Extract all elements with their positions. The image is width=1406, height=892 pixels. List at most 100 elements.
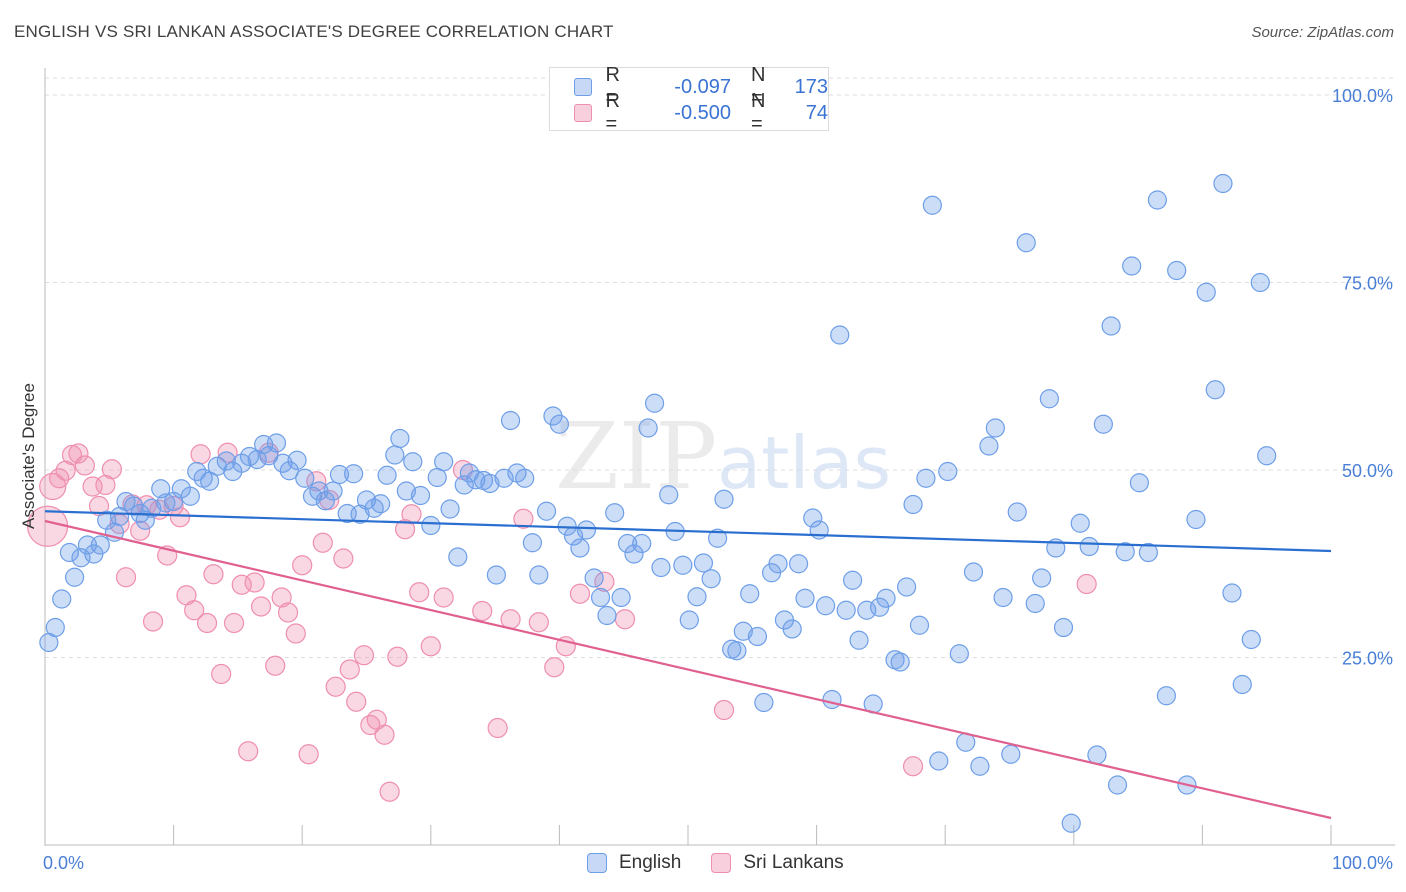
english-point bbox=[651, 557, 671, 578]
series-legend-english[interactable]: English bbox=[587, 852, 681, 874]
english-point bbox=[1250, 272, 1270, 293]
english-point bbox=[315, 491, 335, 511]
english-point bbox=[782, 619, 802, 639]
english-point bbox=[403, 452, 423, 472]
english-point bbox=[1222, 583, 1242, 603]
english-point bbox=[522, 533, 542, 553]
legend-row-english: R = -0.097 N = 173 bbox=[550, 64, 828, 109]
english-point bbox=[59, 542, 80, 563]
sri-lankan-point bbox=[360, 714, 381, 736]
sri-lankan-point bbox=[130, 520, 151, 541]
english-point bbox=[344, 464, 364, 484]
x-tick-label-max: 100.0% bbox=[1332, 853, 1393, 873]
sri-lankan-point bbox=[420, 636, 441, 657]
english-point bbox=[385, 445, 405, 465]
english-point bbox=[584, 568, 604, 588]
sri-lankan-point bbox=[1076, 573, 1097, 595]
english-point bbox=[922, 195, 942, 215]
sri-lankan-point bbox=[333, 548, 354, 569]
english-point bbox=[897, 577, 917, 597]
english-point bbox=[816, 596, 836, 616]
english-point bbox=[916, 468, 936, 488]
english-point bbox=[440, 499, 460, 519]
chart-title: ENGLISH VS SRI LANKAN ASSOCIATE'S DEGREE… bbox=[14, 22, 614, 41]
english-point bbox=[396, 481, 416, 501]
english-point bbox=[1016, 233, 1036, 253]
english-point bbox=[1053, 617, 1074, 638]
legend-n-value-sri-lankans: 74 bbox=[805, 101, 828, 124]
english-point bbox=[822, 689, 842, 710]
english-point bbox=[693, 553, 714, 573]
english-point bbox=[142, 498, 162, 518]
english-point bbox=[287, 450, 307, 470]
english-point bbox=[309, 481, 329, 501]
english-point bbox=[200, 471, 220, 491]
stats-legend: R = -0.097 N = 173 R = -0.500 N = 74 bbox=[549, 64, 829, 135]
y-tick-label-50: 50.0% bbox=[1342, 461, 1393, 481]
sri-lankan-point bbox=[211, 663, 232, 685]
legend-r-value-english: -0.097 bbox=[674, 75, 731, 98]
sri-lankan-point bbox=[409, 582, 430, 603]
english-point bbox=[295, 468, 315, 488]
english-point bbox=[788, 554, 809, 574]
watermark-zip: ZIP bbox=[555, 403, 717, 510]
legend-n-label: N = bbox=[751, 64, 766, 109]
sri-lankan-point bbox=[265, 655, 286, 676]
sri-lankan-point bbox=[387, 646, 408, 667]
english-point bbox=[529, 565, 549, 585]
english-point bbox=[1147, 190, 1167, 210]
english-point bbox=[1007, 502, 1027, 522]
sri-lankan-point bbox=[339, 659, 360, 680]
english-point bbox=[216, 451, 236, 471]
english-point bbox=[570, 538, 590, 558]
legend-n-value-english: 173 bbox=[794, 75, 828, 98]
english-trend-line bbox=[44, 510, 1332, 553]
tick-labels: 100.0% 75.0% 50.0% 25.0% 0.0% 100.0% bbox=[43, 86, 1393, 873]
sri-lankan-point bbox=[379, 781, 400, 802]
sri-lankan-point bbox=[713, 699, 735, 721]
sri-lankan-point bbox=[184, 600, 205, 621]
english-point bbox=[576, 520, 597, 540]
english-point bbox=[97, 510, 117, 530]
english-point bbox=[617, 533, 638, 554]
sri-lankan-point bbox=[196, 612, 218, 634]
gridlines bbox=[45, 77, 1395, 658]
english-point bbox=[1122, 256, 1142, 276]
sri-lankan-point bbox=[312, 532, 333, 553]
english-point bbox=[1205, 380, 1225, 400]
sri-lankan-point bbox=[614, 609, 636, 630]
english-points bbox=[39, 173, 1277, 833]
sri-lankan-point bbox=[298, 744, 319, 765]
y-axis-title: Associate's Degree bbox=[19, 383, 38, 529]
series-swatch-sri-lankans bbox=[711, 853, 732, 873]
english-point bbox=[714, 489, 734, 509]
english-point bbox=[949, 644, 969, 664]
english-point bbox=[390, 428, 410, 449]
english-point bbox=[733, 621, 753, 641]
sri-lankan-point bbox=[528, 612, 549, 633]
english-point bbox=[239, 446, 260, 467]
english-point bbox=[45, 617, 65, 638]
english-point bbox=[687, 587, 707, 607]
sri-lankan-point bbox=[101, 459, 122, 480]
sri-lankan-point bbox=[433, 587, 454, 608]
legend-r-label: R = bbox=[605, 64, 620, 109]
y-tick-label-75: 75.0% bbox=[1342, 274, 1393, 294]
sri-lankan-point bbox=[142, 611, 164, 632]
english-point bbox=[1232, 674, 1252, 695]
sri-lankan-point bbox=[374, 724, 395, 745]
english-point bbox=[659, 485, 679, 505]
series-legend-sri-lankans[interactable]: Sri Lankans bbox=[711, 852, 844, 874]
sri-lankan-points bbox=[26, 442, 1097, 802]
english-point bbox=[180, 486, 200, 506]
english-point bbox=[207, 456, 227, 476]
sri-lankan-point bbox=[487, 717, 508, 739]
axes bbox=[44, 68, 1395, 846]
sri-lankan-point bbox=[902, 756, 924, 777]
english-point bbox=[135, 510, 155, 530]
english-point bbox=[1039, 389, 1059, 409]
english-point bbox=[1101, 316, 1121, 336]
english-point bbox=[830, 325, 850, 345]
legend-row-sri-lankans: R = -0.500 N = 74 bbox=[550, 90, 828, 135]
